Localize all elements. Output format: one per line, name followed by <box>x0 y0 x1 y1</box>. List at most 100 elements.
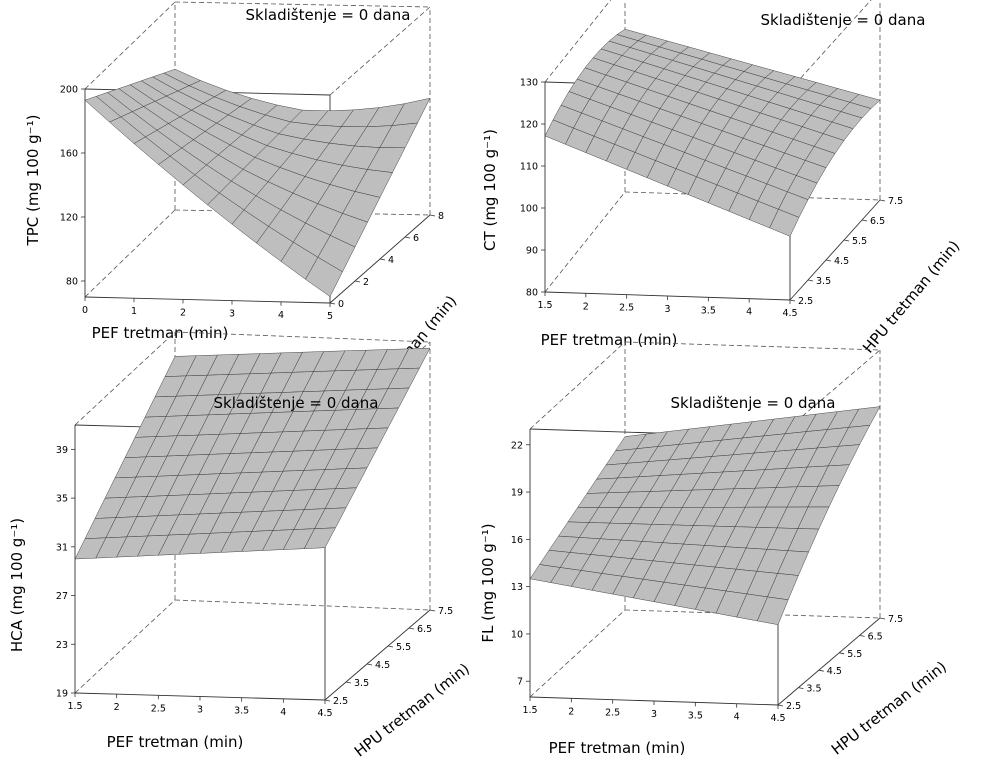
z-tick-label: 200 <box>60 85 78 96</box>
y-tick-label: 7.5 <box>438 606 453 617</box>
panel-ct: 1.5 2 2.5 3 3.5 4 4.52.53.54.55.56.57.58090100… <box>481 0 963 357</box>
axis-box-edge <box>84 1 176 90</box>
z-tick-label: 110 <box>520 162 538 173</box>
panel-title: Skladištenje = 0 dana <box>761 11 926 29</box>
z-tick-label: 160 <box>60 149 78 160</box>
x-tick-label: 1.5 <box>67 701 82 712</box>
x-axis-label: PEF tretman (min) <box>541 331 678 349</box>
x-tick-label: 1.5 <box>537 300 552 311</box>
x-tick-label: 4 <box>280 707 286 718</box>
y-tick-mark <box>807 279 814 282</box>
x-axis-label: PEF tretman (min) <box>107 733 244 751</box>
y-tick-label: 3.5 <box>806 684 821 695</box>
y-tick-mark <box>366 663 373 666</box>
z-tick-label: 120 <box>60 213 78 224</box>
y-tick-label: 3.5 <box>816 276 831 287</box>
z-axis-ticks: 19 23 27 31 35 39 <box>56 445 75 700</box>
y-axis-ticks: 2.53.54.55.56.57.5 <box>789 196 903 307</box>
z-tick-label: 120 <box>520 120 538 131</box>
x-tick-label: 1 <box>131 306 137 317</box>
y-tick-label: 2.5 <box>786 701 801 712</box>
x-tick-label: 2.5 <box>605 708 620 719</box>
panel-title: Skladištenje = 0 dana <box>214 394 379 412</box>
y-tick-label: 6.5 <box>868 631 883 642</box>
y-tick-mark <box>429 214 436 217</box>
x-tick-label: 0 <box>82 305 88 316</box>
axis-box-edge <box>84 296 331 304</box>
y-tick-label: 4.5 <box>834 256 849 267</box>
y-axis-ticks: 2.53.54.55.56.57.5 <box>324 606 453 707</box>
y-axis-label: HPU tretman (min) <box>859 237 963 357</box>
x-tick-label: 3 <box>197 705 203 716</box>
x-axis-label: PEF tretman (min) <box>549 739 686 757</box>
z-axis-ticks: 80 90 100 110 120 130 <box>520 78 545 299</box>
y-tick-mark <box>429 609 436 612</box>
x-tick-label: 3 <box>229 309 235 320</box>
surface-cell <box>305 256 343 297</box>
axis-box-edge <box>789 0 872 91</box>
z-axis-label: FL (mg 100 g⁻¹) <box>479 523 497 642</box>
x-tick-label: 5 <box>327 311 333 322</box>
y-tick-mark <box>879 617 886 620</box>
x-tick-label: 1.5 <box>522 705 537 716</box>
y-tick-label: 6.5 <box>417 624 432 635</box>
x-axis-label: PEF tretman (min) <box>92 324 229 342</box>
z-axis-label: CT (mg 100 g⁻¹) <box>481 129 499 251</box>
y-tick-mark <box>798 687 804 689</box>
y-tick-label: 4.5 <box>375 660 390 671</box>
y-tick-label: 5.5 <box>852 236 867 247</box>
y-tick-label: 6.5 <box>870 216 885 227</box>
y-tick-mark <box>408 627 415 630</box>
y-tick-label: 4 <box>388 255 394 266</box>
z-tick-label: 13 <box>511 582 523 593</box>
y-axis-label: HPU tretman (min) <box>828 658 950 759</box>
axis-box-edge <box>74 599 176 694</box>
axis-box-edge <box>529 609 626 698</box>
z-tick-label: 19 <box>511 488 523 499</box>
z-tick-label: 35 <box>56 494 68 505</box>
y-tick-mark <box>843 239 850 242</box>
x-tick-label: 4 <box>746 307 752 318</box>
y-tick-mark <box>354 280 361 283</box>
surface-cell <box>756 596 789 625</box>
y-tick-mark <box>404 236 411 239</box>
x-tick-label: 2.5 <box>151 703 166 714</box>
z-tick-label: 23 <box>56 640 68 651</box>
x-tick-label: 4 <box>734 712 740 723</box>
y-tick-mark <box>818 669 824 672</box>
axis-box-edge <box>777 617 881 706</box>
y-tick-mark <box>345 681 352 684</box>
panel-hca: 1.5 2 2.5 3 3.5 4 4.52.53.54.55.56.57.51923273… <box>8 331 473 761</box>
axis-box-edge <box>624 609 881 619</box>
z-axis-ticks: 7 10 13 16 19 22 <box>511 440 530 688</box>
z-tick-label: 19 <box>56 689 68 700</box>
axis-box-edge <box>174 599 431 611</box>
z-axis-label: HCA (mg 100 g⁻¹) <box>8 518 26 652</box>
y-axis-ticks: 2.53.54.55.56.57.5 <box>777 614 903 712</box>
y-tick-mark <box>379 258 386 261</box>
axis-box-edge <box>544 0 612 83</box>
y-tick-label: 3.5 <box>354 678 369 689</box>
z-tick-label: 27 <box>56 591 68 602</box>
surface-cell <box>769 209 800 237</box>
axis-box-edge <box>777 349 881 438</box>
x-tick-label: 2 <box>583 301 589 312</box>
axis-box-edge <box>174 331 431 343</box>
x-tick-label: 4.5 <box>770 713 785 724</box>
y-tick-mark <box>329 302 336 305</box>
z-tick-label: 39 <box>56 445 68 456</box>
axis-box-edge <box>789 199 881 301</box>
y-tick-mark <box>324 699 331 702</box>
y-tick-label: 4.5 <box>827 666 842 677</box>
surface-cell <box>303 527 336 549</box>
x-tick-label: 3.5 <box>701 305 716 316</box>
axis-box-edge <box>324 609 431 701</box>
x-tick-label: 4 <box>278 310 284 321</box>
y-tick-label: 8 <box>438 211 444 222</box>
y-tick-mark <box>825 259 832 262</box>
axis-box-edge <box>174 1 431 8</box>
axis-box-edge <box>329 6 431 96</box>
axis-box-edge <box>74 331 176 426</box>
y-tick-label: 2 <box>363 277 369 288</box>
